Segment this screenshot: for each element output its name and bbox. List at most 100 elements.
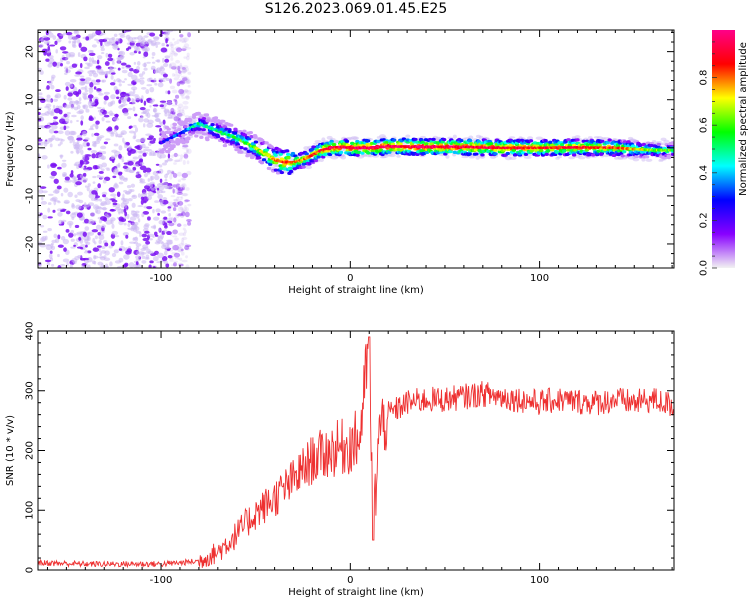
noise-speck <box>167 206 172 209</box>
noise-speck <box>185 206 189 212</box>
noise-speck <box>109 261 113 267</box>
noise-speck <box>95 205 102 209</box>
noise-speck <box>102 179 107 184</box>
noise-speck <box>102 206 107 211</box>
noise-speck <box>143 51 149 58</box>
noise-speck <box>178 72 182 76</box>
noise-speck <box>91 153 96 159</box>
noise-speck <box>102 216 108 222</box>
noise-speck <box>171 73 175 77</box>
noise-speck <box>48 61 53 64</box>
noise-speck <box>85 178 88 181</box>
noise-speck <box>163 260 169 265</box>
snr-chart: -100 0 100 0 100 200 300 400 Height of straight … <box>5 321 675 598</box>
noise-speck <box>142 56 146 59</box>
noise-speck <box>66 261 69 267</box>
noise-speck <box>50 76 55 82</box>
noise-speck <box>119 35 126 38</box>
noise-speck <box>62 32 67 36</box>
noise-speck <box>135 261 139 266</box>
noise-speck <box>118 181 124 185</box>
noise-speck <box>178 109 185 114</box>
noise-speck <box>65 120 70 124</box>
noise-speck <box>101 79 105 83</box>
noise-speck <box>148 264 152 268</box>
snr-marks <box>38 336 674 569</box>
noise-speck <box>39 244 47 248</box>
noise-speck <box>68 54 75 58</box>
noise-speck <box>57 105 64 110</box>
noise-speck <box>115 164 120 167</box>
snr-y-tick-label: 0 <box>25 567 36 573</box>
noise-speck <box>127 116 132 120</box>
noise-speck <box>173 198 179 203</box>
noise-speck <box>177 257 180 260</box>
ridge-point <box>278 152 283 156</box>
noise-speck <box>171 171 175 175</box>
noise-speck <box>187 84 191 88</box>
noise-speck <box>41 235 47 242</box>
noise-speck <box>172 109 177 115</box>
noise-speck <box>143 67 148 71</box>
noise-speck <box>175 70 180 74</box>
ridge-point <box>414 152 419 156</box>
noise-speck <box>159 199 164 205</box>
noise-speck <box>137 35 143 41</box>
halo-speck <box>372 155 380 158</box>
noise-speck <box>98 234 105 241</box>
noise-speck <box>175 116 181 119</box>
noise-speck <box>162 57 165 63</box>
noise-speck <box>131 194 138 199</box>
noise-speck <box>174 68 178 71</box>
noise-speck <box>178 80 184 84</box>
noise-speck <box>139 181 146 184</box>
noise-speck <box>98 219 102 224</box>
noise-speck <box>132 82 137 85</box>
noise-speck <box>118 99 122 104</box>
spectrogram-marks <box>38 30 674 268</box>
noise-speck <box>156 59 161 63</box>
ridge-point <box>177 127 182 132</box>
noise-speck <box>76 110 84 115</box>
noise-speck <box>123 189 128 193</box>
noise-speck <box>136 61 141 66</box>
noise-speck <box>171 114 178 118</box>
noise-speck <box>135 243 142 247</box>
noise-speck <box>91 260 96 264</box>
noise-speck <box>178 65 184 70</box>
noise-speck <box>105 213 109 217</box>
noise-speck <box>98 92 104 96</box>
ridge-point <box>366 151 371 155</box>
noise-speck <box>70 238 75 242</box>
noise-speck <box>184 76 188 81</box>
noise-speck <box>140 247 147 252</box>
ridge-point <box>158 137 164 141</box>
noise-speck <box>139 106 146 111</box>
ridge-point <box>581 139 586 143</box>
noise-speck <box>76 100 82 105</box>
noise-speck <box>105 120 111 123</box>
noise-speck <box>80 46 88 52</box>
noise-speck <box>135 255 141 260</box>
ridge-point <box>374 149 380 153</box>
noise-speck <box>59 62 63 67</box>
ridge-point <box>228 123 234 127</box>
noise-speck <box>70 246 76 249</box>
noise-speck <box>179 34 184 38</box>
noise-speck <box>90 150 98 154</box>
noise-speck <box>103 71 109 74</box>
noise-speck <box>98 239 102 245</box>
noise-speck <box>49 250 53 255</box>
noise-speck <box>172 184 178 188</box>
noise-speck <box>185 94 190 100</box>
noise-speck <box>94 38 98 41</box>
noise-speck <box>47 216 53 219</box>
noise-speck <box>52 209 56 213</box>
ridge-point <box>304 152 309 156</box>
noise-speck <box>171 263 177 267</box>
noise-speck <box>184 198 189 204</box>
noise-speck <box>144 230 150 234</box>
noise-speck <box>160 80 166 83</box>
noise-speck <box>117 265 124 268</box>
noise-speck <box>58 109 63 115</box>
